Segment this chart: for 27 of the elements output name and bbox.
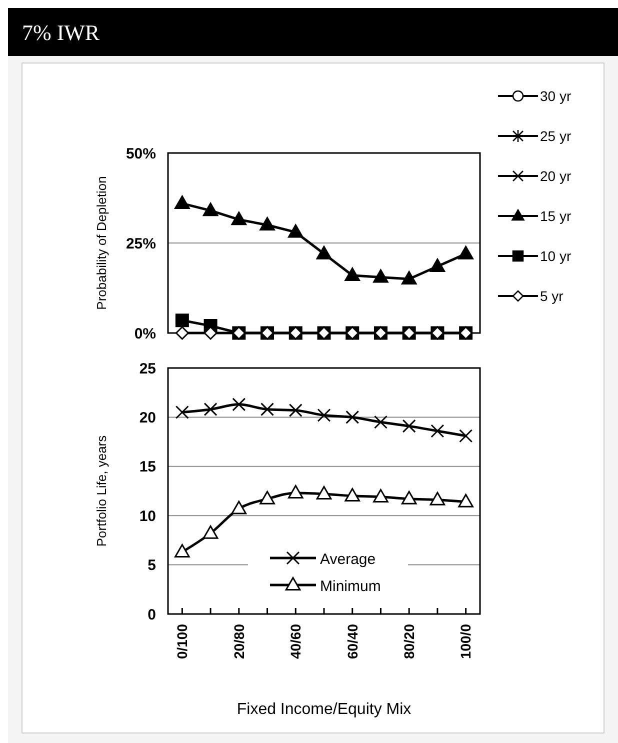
legend-label: 5 yr bbox=[540, 288, 564, 304]
legend-label: 15 yr bbox=[540, 208, 572, 224]
y-tick-label: 0 bbox=[148, 606, 156, 624]
x-axis-title: Fixed Income/Equity Mix bbox=[236, 701, 412, 718]
x-tick-label: 20/80 bbox=[230, 624, 247, 660]
legend-label: Minimum bbox=[320, 578, 381, 595]
y-tick-label: 25 bbox=[139, 360, 156, 378]
chart-title: 7% IWR bbox=[22, 20, 100, 45]
y-tick-label: 15 bbox=[139, 458, 156, 476]
y-axis-title: Probability of Depletion bbox=[94, 176, 109, 310]
x-tick-label: 40/60 bbox=[288, 624, 304, 660]
x-tick-label: 60/40 bbox=[344, 624, 360, 660]
legend-label: 20 yr bbox=[540, 168, 572, 184]
y-tick-label: 50% bbox=[126, 145, 156, 162]
legend-label: 30 yr bbox=[540, 88, 572, 104]
y-tick-label: 25% bbox=[126, 235, 156, 252]
y-axis-title: Portfolio Life, years bbox=[94, 434, 109, 547]
legend-label: 25 yr bbox=[540, 128, 572, 144]
y-tick-label: 20 bbox=[139, 409, 156, 426]
y-tick-label: 10 bbox=[139, 508, 156, 525]
x-tick-label: 100/0 bbox=[458, 624, 474, 660]
legend-label: 10 yr bbox=[540, 248, 572, 264]
x-tick-label: 0/100 bbox=[174, 624, 190, 660]
legend-label: Average bbox=[320, 551, 376, 568]
y-tick-label: 5 bbox=[148, 557, 156, 574]
y-tick-label: 0% bbox=[134, 325, 156, 342]
x-tick-label: 80/20 bbox=[400, 624, 417, 660]
